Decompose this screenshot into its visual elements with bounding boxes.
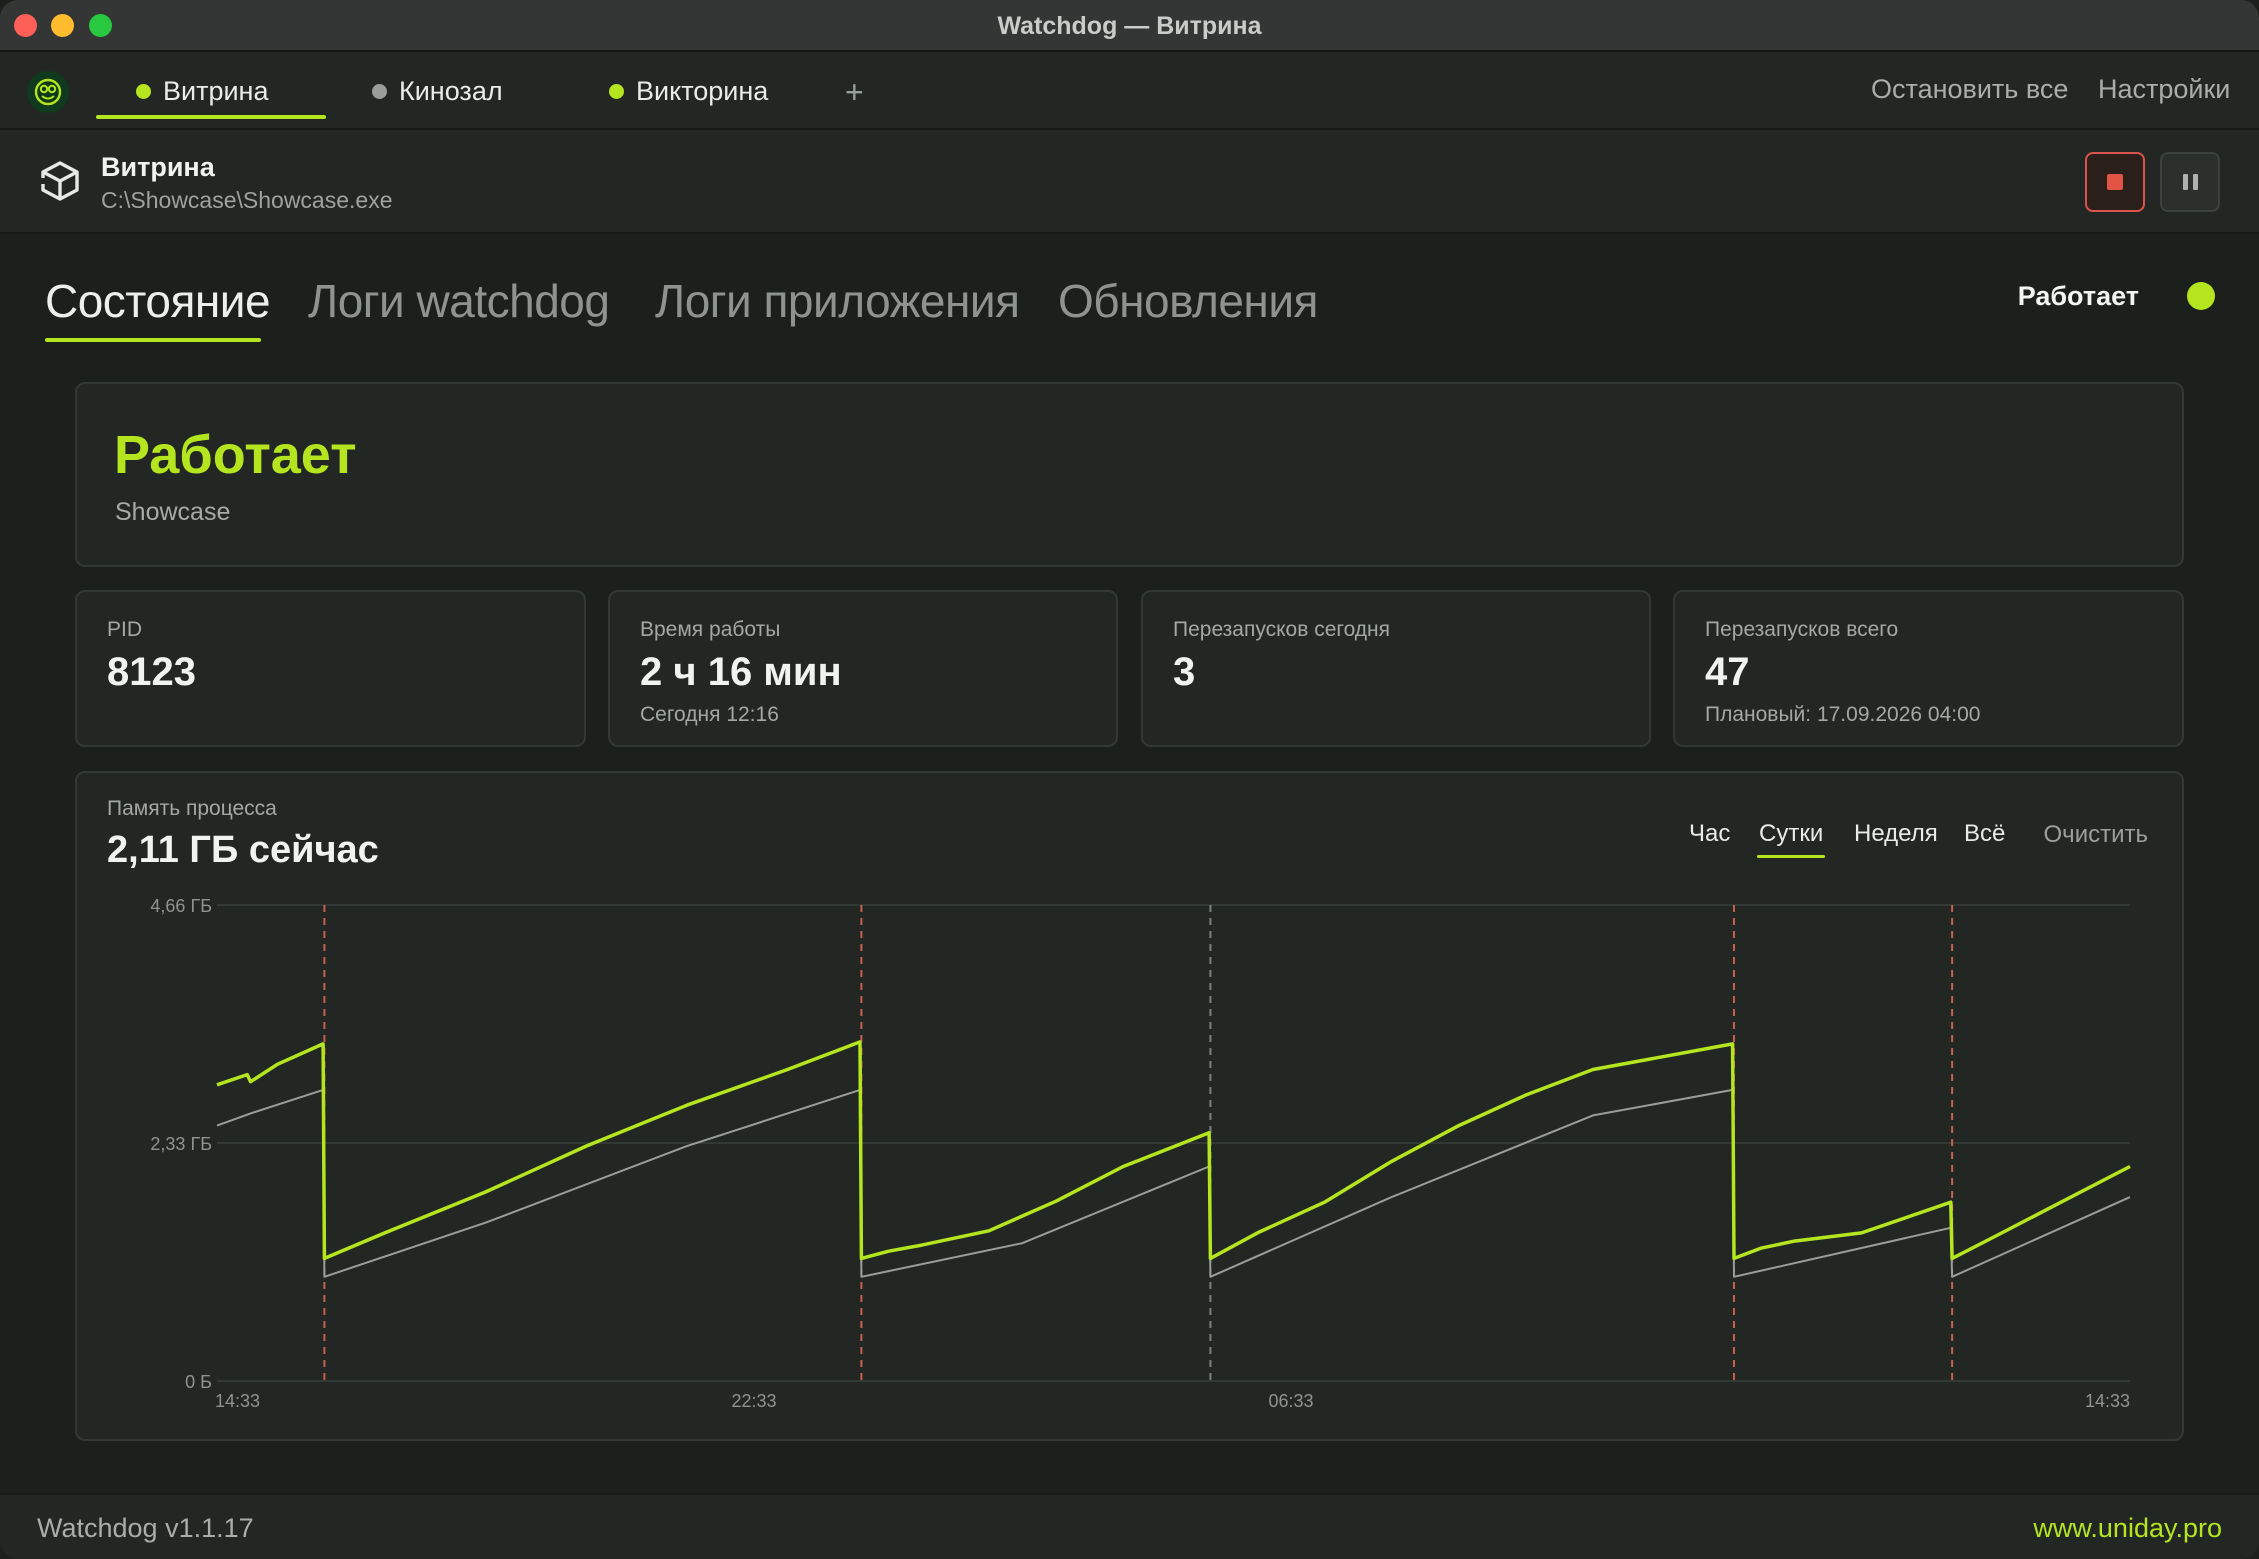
stat-label: PID — [107, 618, 143, 641]
range-hour-button[interactable]: Час — [1689, 820, 1731, 847]
active-tab-indicator — [45, 338, 261, 342]
state-indicator-dot — [2187, 282, 2215, 310]
stat-card-restarts-total: Перезапусков всего 47 Плановый: 17.09.20… — [1673, 590, 2184, 747]
watchdog-logo-icon — [27, 71, 69, 113]
app-tab-label: Викторина — [636, 75, 769, 106]
status-text: Работает — [114, 425, 357, 485]
range-all-button[interactable]: Всё — [1964, 820, 2006, 847]
y-tick-label: 0 Б — [185, 1372, 212, 1392]
stat-value: 2 ч 16 мин — [640, 650, 842, 694]
tab-app-logs[interactable]: Логи приложения — [655, 275, 1020, 327]
app-version: Watchdog v1.1.17 — [37, 1513, 254, 1543]
process-name: Showcase — [115, 498, 231, 526]
status-dot — [609, 83, 624, 99]
tab-updates[interactable]: Обновления — [1058, 275, 1318, 327]
pause-icon — [2182, 174, 2198, 190]
y-tick-label: 2,33 ГБ — [150, 1134, 212, 1154]
stat-card-restarts-today: Перезапусков сегодня 3 — [1141, 590, 1651, 747]
minimize-window-button[interactable] — [51, 14, 74, 37]
stat-card-uptime: Время работы 2 ч 16 мин Сегодня 12:16 — [608, 590, 1118, 747]
app-path: C:\Showcase\Showcase.exe — [101, 187, 393, 213]
x-tick-label: 22:33 — [731, 1391, 776, 1411]
footer: Watchdog v1.1.17 www.uniday.pro — [0, 1493, 2259, 1559]
status-dot — [136, 83, 151, 99]
close-window-button[interactable] — [14, 14, 37, 37]
settings-button[interactable]: Настройки — [2098, 74, 2231, 104]
stat-value: 3 — [1173, 650, 1196, 694]
stat-label: Время работы — [640, 618, 781, 641]
stat-sub: Сегодня 12:16 — [640, 703, 779, 726]
clear-chart-button[interactable]: Очистить — [2043, 821, 2148, 848]
memory-card: Память процесса 2,11 ГБ сейчас Час Сутки… — [75, 771, 2184, 1441]
app-tab-viktorina[interactable]: Викторина — [609, 52, 768, 130]
memory-current: 2,11 ГБ сейчас — [107, 829, 379, 871]
stop-all-button[interactable]: Остановить все — [1871, 74, 2069, 104]
stat-value: 8123 — [107, 650, 196, 694]
app-info-bar: Витрина C:\Showcase\Showcase.exe — [0, 130, 2259, 234]
website-link[interactable]: www.uniday.pro — [2033, 1513, 2222, 1543]
add-tab-button[interactable]: + — [845, 74, 864, 110]
state-indicator-label: Работает — [2017, 281, 2139, 311]
app-tab-label: Витрина — [163, 75, 269, 106]
memory-label: Память процесса — [107, 797, 277, 820]
x-tick-label: 06:33 — [1268, 1391, 1313, 1411]
window-title: Watchdog — Витрина — [997, 12, 1262, 40]
app-tab-label: Кинозал — [399, 75, 503, 106]
x-tick-label: 14:33 — [2085, 1391, 2130, 1411]
title-bar: Watchdog — Витрина — [0, 0, 2259, 52]
range-week-button[interactable]: Неделя — [1854, 820, 1938, 847]
status-dot — [372, 83, 387, 99]
app-tab-vitrina[interactable]: Витрина — [96, 52, 326, 130]
zoom-window-button[interactable] — [89, 14, 112, 37]
tab-watchdog-logs[interactable]: Логи watchdog — [308, 275, 610, 327]
status-card: Работает Showcase — [75, 382, 2184, 567]
pause-app-button[interactable] — [2160, 152, 2220, 212]
app-tab-bar: Витрина Кинозал Викторина + Остановить в… — [0, 52, 2259, 130]
tab-state[interactable]: Состояние — [45, 275, 271, 327]
stat-label: Перезапусков сегодня — [1173, 618, 1391, 641]
app-name: Витрина — [101, 152, 215, 182]
stat-value: 47 — [1705, 650, 1750, 694]
stat-label: Перезапусков всего — [1705, 618, 1899, 641]
y-tick-label: 4,66 ГБ — [150, 896, 212, 916]
memory-chart: 4,66 ГБ2,33 ГБ0 Б14:33 22:33 06:33 14:33 — [150, 896, 2131, 1411]
unity-icon — [38, 160, 80, 207]
memory-series-line — [216, 1040, 2131, 1261]
range-day-button[interactable]: Сутки — [1756, 820, 1826, 858]
app-tab-kinozal[interactable]: Кинозал — [372, 52, 503, 130]
x-tick-label: 14:33 — [215, 1391, 260, 1411]
stop-icon — [2107, 174, 2123, 190]
stat-sub: Плановый: 17.09.2026 04:00 — [1705, 703, 1981, 726]
stat-card-pid: PID 8123 — [75, 590, 586, 747]
stop-app-button[interactable] — [2085, 152, 2145, 212]
